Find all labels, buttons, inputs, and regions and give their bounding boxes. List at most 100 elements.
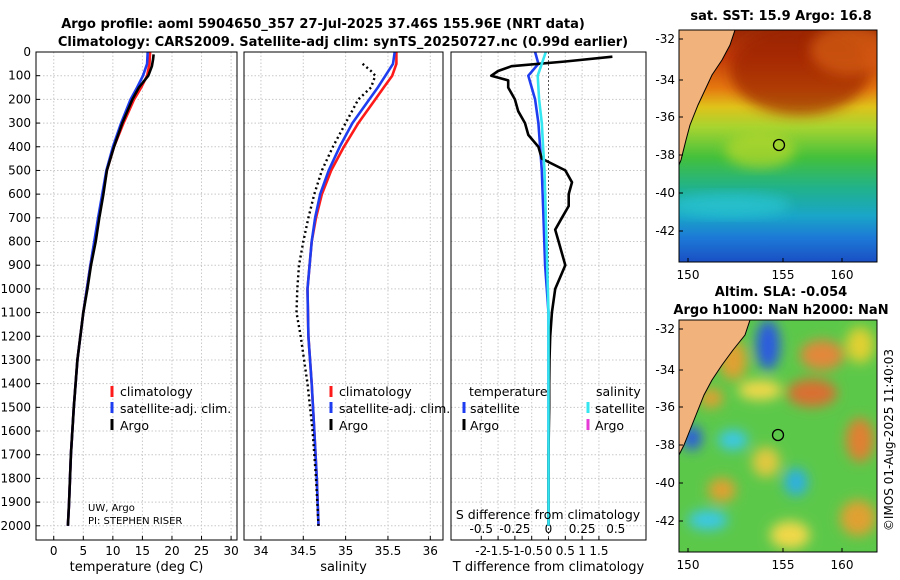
legend-climatology: climatology (339, 384, 412, 399)
x-tick-label: 25 (194, 544, 209, 558)
lat-tick-label: -32 (655, 322, 675, 336)
y-tick-label: 1800 (0, 471, 31, 485)
difference-legend: temperature satellite Argo salinity sate… (462, 384, 645, 433)
x-tick-label: -1 (509, 544, 521, 558)
x-tick-label: 1.5 (589, 544, 608, 558)
y-tick-label: 1100 (0, 306, 31, 320)
lat-tick-label: -40 (655, 186, 675, 200)
y-tick-label: 900 (8, 258, 31, 272)
x-tick-label: 0.5 (556, 544, 575, 558)
lon-tick-label: 160 (831, 558, 854, 572)
y-tick-label: 700 (8, 211, 31, 225)
lat-tick-label: -32 (655, 32, 675, 46)
x-tick-label: 15 (135, 544, 150, 558)
argo-location-marker (772, 138, 786, 152)
y-tick-label: 1500 (0, 400, 31, 414)
argo-location-marker (771, 428, 785, 442)
y-tick-label: 500 (8, 163, 31, 177)
y-tick-label: 1400 (0, 377, 31, 391)
sla-title-2: Argo h1000: NaN h2000: NaN (673, 303, 888, 318)
lat-tick-label: -36 (655, 110, 675, 124)
lon-tick-label: 150 (677, 268, 700, 282)
x-tick-label: 0 (545, 544, 553, 558)
y-tick-label: 400 (8, 140, 31, 154)
x-tick-label: 20 (164, 544, 179, 558)
lon-tick-label: 155 (772, 268, 795, 282)
plot-frame (450, 51, 647, 541)
legend-satellite: satellite-adj. clim. (339, 401, 450, 416)
series-satellite-adj-clim- (66, 51, 149, 526)
x-tick-label: -1.5 (486, 544, 509, 558)
lat-tick-label: -36 (655, 400, 675, 414)
x-tick-label: 36 (423, 544, 438, 558)
x-axis-label: T difference from climatology (452, 560, 645, 575)
series-argo (66, 54, 155, 526)
y-tick-label: 200 (8, 92, 31, 106)
y-tick-label: 1300 (0, 353, 31, 367)
sst-map-ticks: -32 -34 -36 -38 -40 -42 150 155 160 (655, 32, 853, 282)
x-tick-label: 10 (105, 544, 120, 558)
legend-argo: Argo (339, 418, 368, 433)
title-line-1: Argo profile: aoml 5904650_357 27-Jul-20… (61, 17, 585, 32)
series-argo (295, 62, 377, 526)
sla-map (678, 319, 878, 553)
x-tick-label: 5 (79, 544, 87, 558)
lat-tick-label: -42 (655, 514, 675, 528)
sst-title: sat. SST: 15.9 Argo: 16.8 (690, 9, 871, 24)
x-tick-label: 1 (578, 544, 586, 558)
credit-text: ©IMOS 01-Aug-2025 11:40:03 (882, 349, 896, 531)
lat-tick-label: -34 (655, 363, 675, 377)
lon-tick-label: 160 (831, 268, 854, 282)
x-axis-label: temperature (deg C) (70, 560, 204, 575)
y-tick-label: 1600 (0, 424, 31, 438)
pi-note: PI: STEPHEN RISER (88, 516, 182, 527)
s-tick-label: 0 (545, 522, 553, 536)
y-tick-label: 1200 (0, 329, 31, 343)
legend-salinity-head: salinity (596, 384, 641, 399)
y-tick-label: 1000 (0, 282, 31, 296)
y-tick-label: 1700 (0, 448, 31, 462)
temperature-legend: climatology satellite-adj. clim. Argo (110, 384, 231, 433)
title-line-2: Climatology: CARS2009. Satellite-adj cli… (58, 35, 628, 50)
plot-frame (35, 51, 238, 541)
y-tick-label: 100 (8, 69, 31, 83)
x-tick-label: 35 (338, 544, 353, 558)
x-tick-label: -0.5 (520, 544, 543, 558)
y-tick-label: 1900 (0, 495, 31, 509)
s-tick-label: 0.5 (606, 522, 625, 536)
x-tick-label: 34 (253, 544, 268, 558)
sst-map (678, 29, 878, 263)
y-tick-label: 2000 (0, 519, 31, 533)
depth-axis: 0 100 200 300 400 500 600 700 800 900 1000 1100 1200… (0, 45, 40, 533)
series-salinity-satellite (536, 51, 550, 526)
lat-tick-label: -34 (655, 73, 675, 87)
x-tick-label: 30 (223, 544, 238, 558)
legend-temperature-head: temperature (469, 384, 548, 399)
lat-tick-label: -38 (655, 438, 675, 452)
y-tick-label: 0 (23, 45, 31, 59)
sla-title-1: Altim. SLA: -0.054 (715, 285, 847, 300)
s-tick-label: -0.5 (470, 522, 493, 536)
difference-panel: -2 -1.5 -1 -0.5 0 0.5 1 1.5-0.5 -0.25 0 0.25 0.5T d… (450, 51, 647, 575)
x-axis-label: salinity (320, 560, 367, 575)
x-tick-label: 0 (50, 544, 58, 558)
series-temperature-argo (489, 55, 613, 526)
legend-temp-satellite: satellite (470, 401, 520, 416)
x-tick-label: 34.5 (290, 544, 317, 558)
temperature-panel: 0 5 10 15 20 25 30 temperature (deg C) (35, 51, 239, 575)
y-tick-label: 300 (8, 116, 31, 130)
x-tick-label: -2 (475, 544, 487, 558)
legend-satellite: satellite-adj. clim. (120, 401, 231, 416)
x-tick-label: 35.5 (375, 544, 402, 558)
lon-tick-label: 155 (772, 558, 795, 572)
s-tick-label: -0.25 (499, 522, 530, 536)
salinity-legend: climatology satellite-adj. clim. Argo (329, 384, 450, 433)
legend-temp-argo: Argo (470, 418, 499, 433)
institution-note: UW, Argo (88, 503, 135, 514)
salinity-panel: 34 34.5 35 35.5 36 salinity (243, 51, 444, 575)
lat-tick-label: -38 (655, 148, 675, 162)
s-tick-label: 0.25 (569, 522, 596, 536)
sla-map-ticks: -32 -34 -36 -38 -40 -42 150 155 160 (655, 322, 853, 572)
lon-tick-label: 150 (677, 558, 700, 572)
